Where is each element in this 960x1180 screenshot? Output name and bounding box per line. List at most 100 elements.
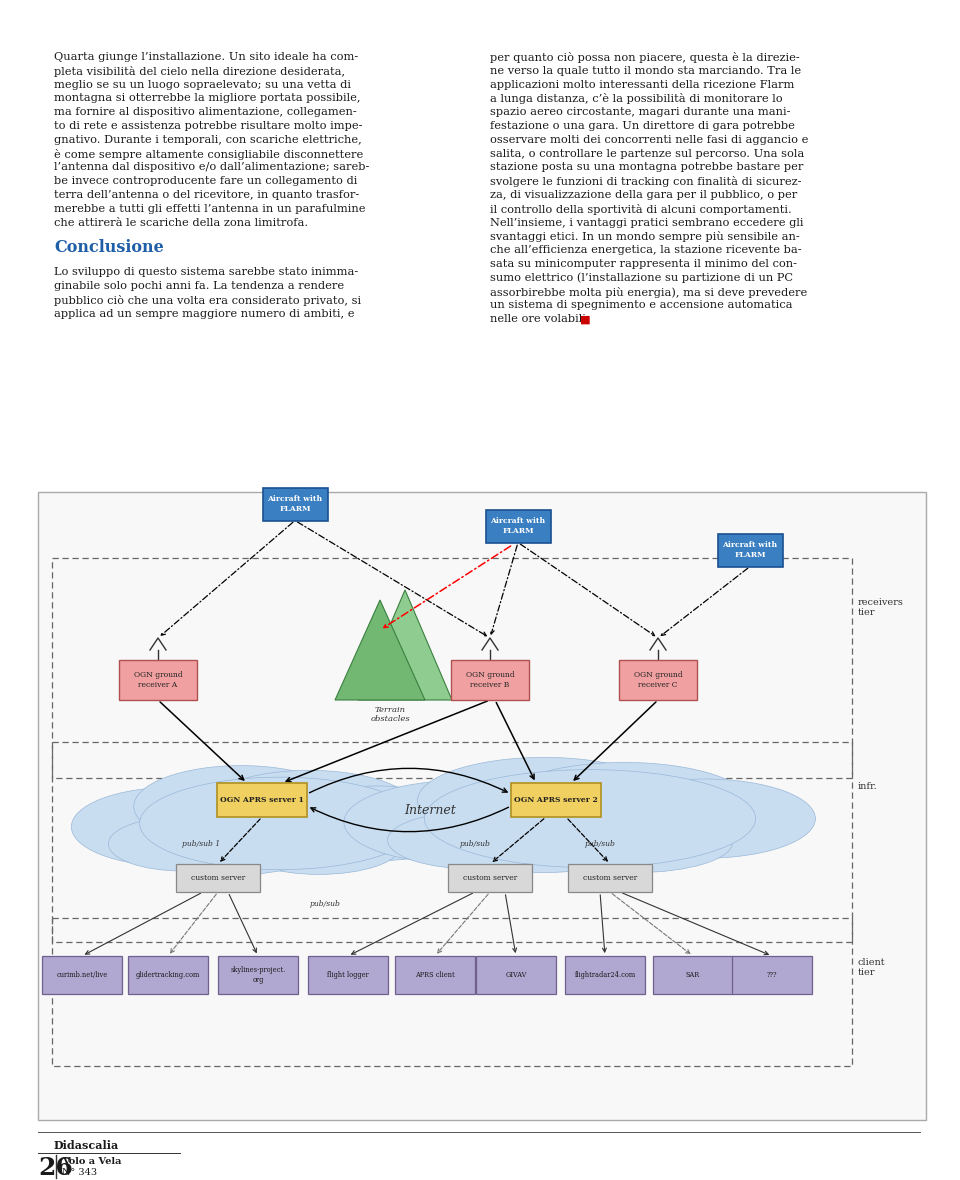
Text: gnativo. Durante i temporali, con scariche elettriche,: gnativo. Durante i temporali, con scaric…: [54, 135, 362, 145]
Text: svolgere le funzioni di tracking con finalità di sicurez-: svolgere le funzioni di tracking con fin…: [490, 176, 802, 188]
Ellipse shape: [71, 787, 275, 866]
Text: Nell’insieme, i vantaggi pratici sembrano eccedere gli: Nell’insieme, i vantaggi pratici sembran…: [490, 217, 804, 228]
Text: GIVAV: GIVAV: [505, 971, 527, 979]
Text: Lo sviluppo di questo sistema sarebbe stato inimma-: Lo sviluppo di questo sistema sarebbe st…: [54, 268, 358, 277]
FancyBboxPatch shape: [42, 956, 122, 994]
Text: per quanto ciò possa non piacere, questa è la direzie-: per quanto ciò possa non piacere, questa…: [490, 52, 800, 63]
FancyBboxPatch shape: [486, 510, 550, 543]
Ellipse shape: [388, 812, 563, 868]
FancyBboxPatch shape: [448, 864, 532, 892]
Polygon shape: [358, 590, 452, 700]
Text: nelle ore volabili.: nelle ore volabili.: [490, 314, 593, 324]
FancyBboxPatch shape: [619, 660, 697, 700]
Text: curimb.net/live: curimb.net/live: [57, 971, 108, 979]
Text: flight logger: flight logger: [327, 971, 369, 979]
FancyBboxPatch shape: [653, 956, 733, 994]
Text: meglio se su un luogo sopraelevato; su una vetta di: meglio se su un luogo sopraelevato; su u…: [54, 79, 351, 90]
Text: pub/sub 1: pub/sub 1: [182, 840, 220, 848]
Text: applicazioni molto interessanti della ricezione Flarm: applicazioni molto interessanti della ri…: [490, 79, 794, 90]
Bar: [52, 918, 852, 1066]
Text: OGN ground
receiver C: OGN ground receiver C: [634, 671, 683, 689]
FancyBboxPatch shape: [568, 864, 652, 892]
Ellipse shape: [418, 758, 670, 844]
FancyBboxPatch shape: [395, 956, 475, 994]
Polygon shape: [335, 599, 425, 700]
FancyBboxPatch shape: [451, 660, 529, 700]
Text: Quarta giunge l’installazione. Un sito ideale ha com-: Quarta giunge l’installazione. Un sito i…: [54, 52, 358, 63]
Text: pubblico ciò che una volta era considerato privato, si: pubblico ciò che una volta era considera…: [54, 295, 361, 306]
Ellipse shape: [163, 820, 319, 874]
Text: che all’efficienza energetica, la stazione ricevente ba-: che all’efficienza energetica, la stazio…: [490, 245, 802, 255]
Text: Volo a Vela: Volo a Vela: [62, 1158, 122, 1166]
Text: Aircraft with
FLARM: Aircraft with FLARM: [723, 542, 778, 558]
Text: montagna si otterrebbe la migliore portata possibile,: montagna si otterrebbe la migliore porta…: [54, 93, 361, 104]
Ellipse shape: [344, 780, 583, 864]
Ellipse shape: [202, 771, 417, 850]
Text: stazione posta su una montagna potrebbe bastare per: stazione posta su una montagna potrebbe …: [490, 163, 804, 172]
FancyBboxPatch shape: [119, 660, 197, 700]
Text: N° 343: N° 343: [62, 1168, 97, 1176]
Text: svantaggi etici. In un mondo sempre più sensibile an-: svantaggi etici. In un mondo sempre più …: [490, 231, 800, 242]
Text: Internet: Internet: [404, 804, 456, 817]
Text: Aircraft with
FLARM: Aircraft with FLARM: [268, 496, 323, 512]
Text: OGN APRS server 2: OGN APRS server 2: [515, 796, 598, 804]
Text: skylines-project.
org: skylines-project. org: [230, 966, 286, 984]
Text: 26: 26: [38, 1156, 73, 1180]
Text: flightradar24.com: flightradar24.com: [574, 971, 636, 979]
FancyBboxPatch shape: [717, 533, 782, 566]
Text: festazione o una gara. Un direttore di gara potrebbe: festazione o una gara. Un direttore di g…: [490, 122, 795, 131]
Text: Aircraft with
FLARM: Aircraft with FLARM: [491, 517, 545, 535]
Text: sumo elettrico (l’installazione su partizione di un PC: sumo elettrico (l’installazione su parti…: [490, 273, 793, 283]
Text: assorbirebbe molta più energia), ma si deve prevedere: assorbirebbe molta più energia), ma si d…: [490, 287, 807, 297]
Text: ginabile solo pochi anni fa. La tendenza a rendere: ginabile solo pochi anni fa. La tendenza…: [54, 281, 344, 291]
Text: OGN ground
receiver A: OGN ground receiver A: [133, 671, 182, 689]
Text: custom server: custom server: [463, 874, 517, 881]
Text: glidertracking.com: glidertracking.com: [135, 971, 201, 979]
FancyBboxPatch shape: [565, 956, 645, 994]
Text: che attirerà le scariche della zona limitrofa.: che attirerà le scariche della zona limi…: [54, 217, 308, 228]
Bar: [52, 742, 852, 942]
Text: merebbe a tutti gli effetti l’antenna in un parafulmine: merebbe a tutti gli effetti l’antenna in…: [54, 204, 366, 214]
Ellipse shape: [237, 818, 401, 874]
Text: terra dell’antenna o del ricevitore, in quanto trasfor-: terra dell’antenna o del ricevitore, in …: [54, 190, 359, 199]
Text: Conclusione: Conclusione: [54, 240, 164, 256]
Text: un sistema di spegnimento e accensione automatica: un sistema di spegnimento e accensione a…: [490, 301, 793, 310]
Text: applica ad un sempre maggiore numero di ambiti, e: applica ad un sempre maggiore numero di …: [54, 309, 354, 319]
Ellipse shape: [424, 769, 756, 867]
Text: pub/sub: pub/sub: [310, 900, 341, 907]
FancyBboxPatch shape: [262, 487, 327, 520]
Ellipse shape: [452, 815, 636, 872]
Text: be invece controproducente fare un collegamento di: be invece controproducente fare un colle…: [54, 176, 357, 186]
Text: salita, o controllare le partenze sul percorso. Una sola: salita, o controllare le partenze sul pe…: [490, 149, 804, 158]
Text: pub/sub: pub/sub: [585, 840, 616, 848]
Text: client
tier: client tier: [858, 958, 886, 977]
Ellipse shape: [594, 779, 815, 858]
Text: Didascalia: Didascalia: [54, 1140, 119, 1150]
Text: infr.: infr.: [858, 782, 877, 791]
Text: OGN APRS server 1: OGN APRS server 1: [220, 796, 304, 804]
Ellipse shape: [108, 817, 256, 871]
FancyBboxPatch shape: [732, 956, 812, 994]
FancyBboxPatch shape: [308, 956, 388, 994]
Text: ■: ■: [581, 314, 591, 324]
Text: to di rete e assistenza potrebbe risultare molto impe-: to di rete e assistenza potrebbe risulta…: [54, 122, 363, 131]
Text: custom server: custom server: [191, 874, 245, 881]
Text: è come sempre altamente consigliabile disconnettere: è come sempre altamente consigliabile di…: [54, 149, 363, 159]
Text: osservare molti dei concorrenti nelle fasi di aggancio e: osservare molti dei concorrenti nelle fa…: [490, 135, 808, 145]
Text: ma fornire al dispositivo alimentazione, collegamen-: ma fornire al dispositivo alimentazione,…: [54, 107, 357, 117]
Ellipse shape: [498, 762, 751, 846]
Ellipse shape: [284, 786, 471, 860]
Text: ne verso la quale tutto il mondo sta marciando. Tra le: ne verso la quale tutto il mondo sta mar…: [490, 66, 802, 76]
Ellipse shape: [540, 812, 732, 872]
Text: receivers
tier: receivers tier: [858, 598, 904, 617]
FancyBboxPatch shape: [128, 956, 208, 994]
Text: SAR: SAR: [685, 971, 700, 979]
Ellipse shape: [139, 778, 420, 870]
FancyBboxPatch shape: [511, 784, 601, 817]
Ellipse shape: [133, 766, 348, 847]
Text: a lunga distanza, c’è la possibilità di monitorare lo: a lunga distanza, c’è la possibilità di …: [490, 93, 782, 104]
Text: sata su minicomputer rappresenta il minimo del con-: sata su minicomputer rappresenta il mini…: [490, 258, 797, 269]
FancyBboxPatch shape: [218, 956, 298, 994]
Text: APRS client: APRS client: [415, 971, 455, 979]
Text: spazio aereo circostante, magari durante una mani-: spazio aereo circostante, magari durante…: [490, 107, 790, 117]
